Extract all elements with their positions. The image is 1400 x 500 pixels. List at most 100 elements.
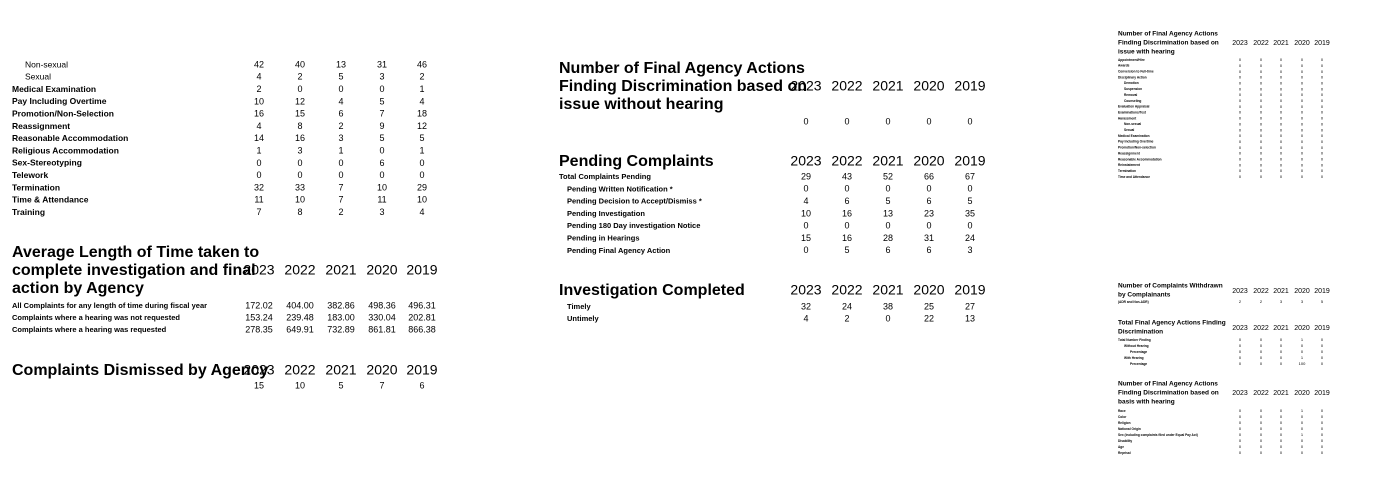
cell-value: 0: [1321, 157, 1324, 162]
cell-value: 4: [256, 72, 261, 82]
row-label: Training: [12, 207, 45, 217]
year-header: 2020: [1294, 40, 1310, 47]
row-label: Time & Attendance: [12, 195, 89, 205]
row-label: Religious Accommodation: [12, 145, 119, 155]
cell-value: 1: [256, 145, 261, 155]
cell-value: 0: [1301, 444, 1304, 449]
year-header: 2019: [1314, 390, 1330, 397]
cell-value: 0: [1239, 414, 1242, 419]
cell-value: 10: [377, 182, 387, 192]
cell-value: 0: [1321, 420, 1324, 425]
year-header: 2022: [1253, 288, 1269, 295]
cell-value: 0: [1239, 104, 1242, 109]
cell-value: 0: [1301, 121, 1304, 126]
section-title: Complaints Dismissed by Agency: [12, 362, 268, 379]
cell-value: 0: [1321, 361, 1324, 366]
year-header: 2022: [1253, 40, 1269, 47]
cell-value: 2: [338, 121, 343, 131]
cell-value: 0: [1239, 57, 1242, 62]
cell-value: 0: [1280, 75, 1283, 80]
cell-value: 0: [1280, 420, 1283, 425]
year-header: 2021: [1273, 40, 1289, 47]
cell-value: 42: [254, 59, 264, 69]
cell-value: 153.24: [245, 312, 273, 322]
row-label: All Complaints for any length of time du…: [12, 301, 207, 310]
cell-value: 5: [419, 133, 424, 143]
cell-value: 0: [1260, 426, 1263, 431]
cell-value: 0: [926, 116, 931, 126]
cell-value: 0: [1321, 69, 1324, 74]
cell-value: 0: [1260, 57, 1263, 62]
cell-value: 0: [1301, 98, 1304, 103]
cell-value: 0: [1301, 420, 1304, 425]
cell-value: 0: [1280, 162, 1283, 167]
cell-value: 0: [1260, 420, 1263, 425]
cell-value: 183.00: [327, 312, 355, 322]
cell-value: 100: [1299, 361, 1306, 366]
row-label: Pending Written Notification *: [567, 184, 673, 193]
cell-value: 0: [1260, 337, 1263, 342]
cell-value: 0: [1280, 444, 1283, 449]
row-label: Medical Examination: [12, 84, 96, 94]
cell-value: 0: [1260, 162, 1263, 167]
cell-value: 2: [297, 72, 302, 82]
row-label: With Hearing: [1124, 356, 1144, 360]
cell-value: 0: [1280, 69, 1283, 74]
cell-value: 0: [1301, 127, 1304, 132]
cell-value: 0: [1260, 104, 1263, 109]
cell-value: 0: [1321, 450, 1324, 455]
cell-value: 0: [1239, 432, 1242, 437]
cell-value: 0: [379, 170, 384, 180]
cell-value: 5: [338, 72, 343, 82]
year-header: 2022: [284, 362, 315, 378]
cell-value: 0: [1260, 92, 1263, 97]
year-header: 2023: [1232, 390, 1248, 397]
cell-value: 33: [295, 182, 305, 192]
cell-value: 38: [883, 301, 893, 311]
cell-value: 6: [379, 158, 384, 168]
cell-value: 0: [1321, 139, 1324, 144]
cell-value: 0: [803, 184, 808, 194]
cell-value: 0: [1321, 92, 1324, 97]
row-label: Percentage: [1130, 350, 1147, 354]
cell-value: 18: [417, 109, 427, 119]
cell-value: 3: [379, 207, 384, 217]
cell-value: 0: [1301, 174, 1304, 179]
cell-value: 0: [1280, 450, 1283, 455]
year-header: 2019: [1314, 325, 1330, 332]
cell-value: 10: [417, 195, 427, 205]
year-header: 2020: [913, 282, 944, 298]
cell-value: 0: [297, 158, 302, 168]
cell-value: 0: [1321, 438, 1324, 443]
cell-value: 4: [803, 313, 808, 323]
cell-value: 0: [1321, 145, 1324, 150]
cell-value: 0: [1239, 86, 1242, 91]
cell-value: 0: [1301, 157, 1304, 162]
cell-value: 0: [1321, 151, 1324, 156]
cell-value: 0: [1239, 139, 1242, 144]
cell-value: 330.04: [368, 312, 396, 322]
cell-value: 0: [1280, 151, 1283, 156]
cell-value: 0: [1280, 127, 1283, 132]
cell-value: 866.38: [408, 324, 436, 334]
row-label: Examinations/Test: [1118, 110, 1147, 114]
row-label: Reasonable Accommodation: [1118, 157, 1162, 161]
row-label: Appointment/Hire: [1118, 58, 1145, 62]
cell-value: 0: [379, 84, 384, 94]
section-title: by Complainants: [1118, 292, 1171, 299]
cell-value: 52: [883, 171, 893, 181]
year-header: 2019: [1314, 288, 1330, 295]
cell-value: 0: [1321, 444, 1324, 449]
cell-value: 0: [1280, 80, 1283, 85]
cell-value: 0: [1301, 438, 1304, 443]
cell-value: 0: [1301, 450, 1304, 455]
cell-value: 0: [1321, 110, 1324, 115]
row-label: Termination: [12, 182, 60, 192]
cell-value: 7: [338, 182, 343, 192]
cell-value: 4: [419, 96, 424, 106]
cell-value: 6: [338, 109, 343, 119]
row-label: Pending 180 Day investigation Notice: [567, 221, 700, 230]
cell-value: 0: [1260, 432, 1263, 437]
cell-value: 40: [295, 59, 305, 69]
